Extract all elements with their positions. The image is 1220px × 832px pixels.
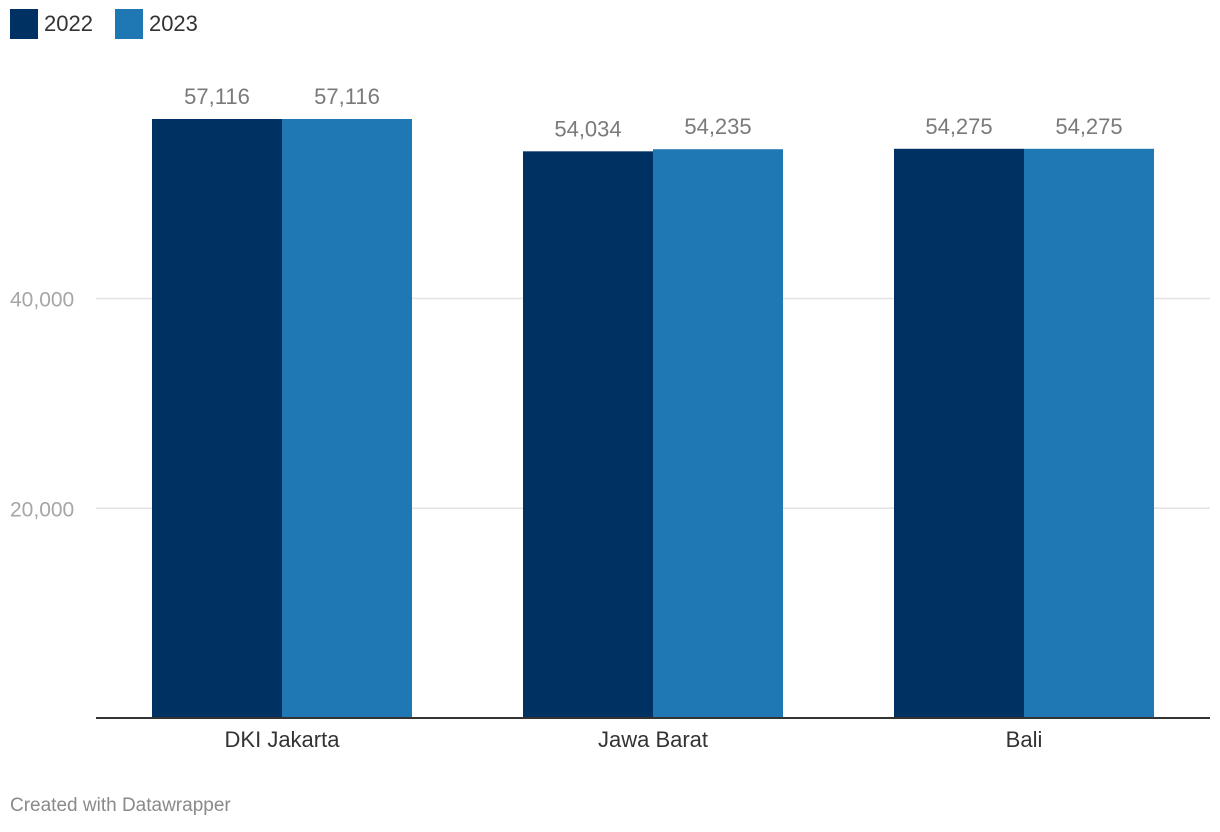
bar [894, 148, 1024, 718]
value-label: 54,034 [554, 116, 621, 141]
x-category-label: Bali [1006, 727, 1043, 752]
bar [282, 119, 412, 718]
value-label: 54,275 [925, 114, 992, 139]
y-tick-label: 40,000 [10, 289, 74, 312]
legend: 2022 2023 [10, 9, 220, 39]
legend-swatch-2023 [114, 9, 143, 39]
bar [653, 149, 783, 718]
legend-item-2022: 2022 [10, 9, 93, 39]
x-category-label: Jawa Barat [598, 727, 708, 752]
value-label: 57,116 [184, 84, 250, 109]
legend-label-2022: 2022 [44, 11, 93, 36]
legend-swatch-2022 [10, 9, 38, 39]
bar [523, 151, 653, 718]
legend-label-2023: 2023 [148, 11, 198, 36]
value-label: 57,116 [314, 84, 380, 109]
bar [152, 119, 282, 718]
legend-item-2023: 2023 [114, 9, 198, 39]
value-label: 54,235 [684, 114, 751, 139]
x-category-label: DKI Jakarta [225, 727, 341, 752]
bar [1024, 148, 1154, 718]
credit-text: Created with Datawrapper [10, 795, 231, 816]
value-label: 54,275 [1055, 114, 1122, 139]
y-tick-label: 20,000 [10, 498, 74, 521]
